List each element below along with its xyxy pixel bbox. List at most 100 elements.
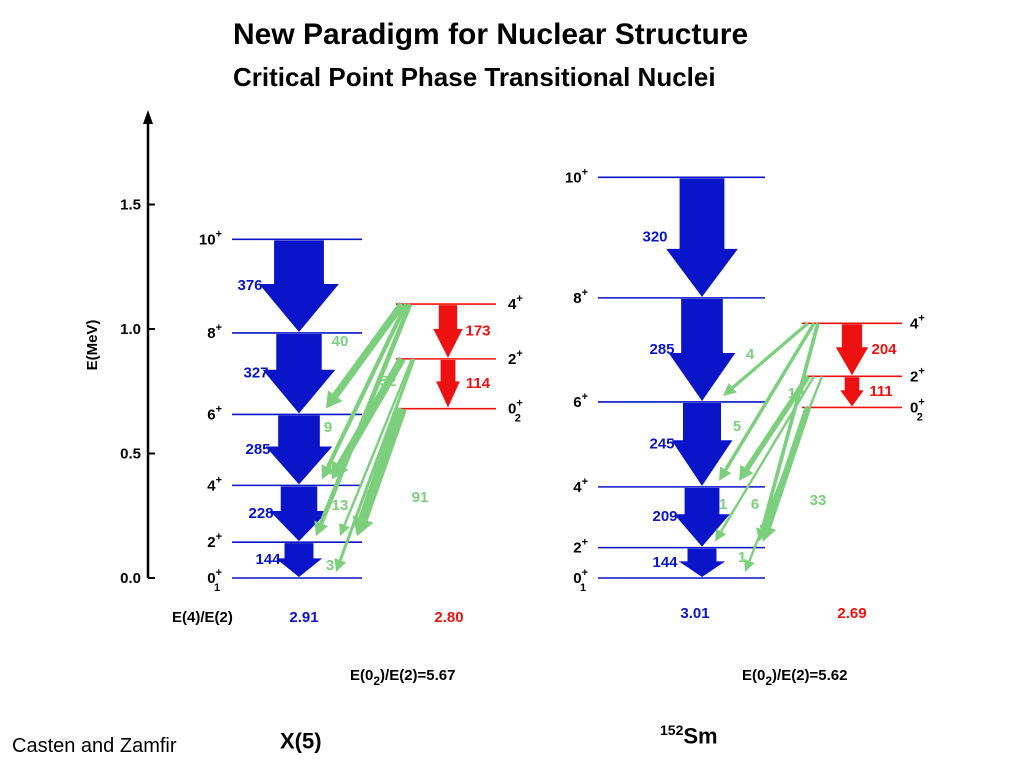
x5-gs-transition-label: 327 [243, 365, 268, 382]
x5-exc-transition-arrow [433, 305, 463, 358]
sm152-interband-arrow [744, 375, 824, 572]
axis-tick-label: 1.0 [120, 321, 141, 338]
x5-interband-arrow-shaft [318, 303, 413, 525]
x5-interband-arrow-shaft [338, 358, 416, 561]
sm152-interband-arrow-head [739, 464, 754, 481]
sm152-interband-arrow-shaft [748, 375, 824, 562]
sm152-ratio-exc: 2.69 [837, 605, 866, 622]
energy-axis-label: E(MeV) [84, 320, 101, 371]
sm152-interband-label: 6 [751, 496, 759, 513]
x5-interband-arrow-head [321, 464, 335, 480]
axis-tick-label: 1.5 [120, 197, 141, 214]
sm152-gs-transition-arrow [668, 298, 736, 401]
sm152-exc-transition-label: 111 [869, 383, 892, 400]
sm152-gs-spin-label-8: 8+ [573, 287, 588, 307]
x5-exc-spin-label-4: 4+ [508, 293, 523, 313]
x5-interband-arrow [326, 301, 405, 409]
x5-gs-transition-arrow [265, 415, 333, 485]
x5-interband-label: 3 [326, 557, 334, 574]
axis-tick-label: 0.0 [120, 570, 141, 587]
x5-interband-arrow-shaft [343, 358, 414, 526]
sm152-exc-transition-label: 204 [871, 341, 897, 358]
sm152-e02-ratio: E(02)/E(2)=5.62 [742, 667, 848, 688]
x5-gs-transition-arrow [259, 240, 339, 332]
x5-gs-transition-label: 144 [255, 551, 281, 568]
credit-text: Casten and Zamfir [12, 735, 177, 757]
x5-e02-ratio: E(02)/E(2)=5.67 [350, 667, 456, 688]
panel-label-x5-main: X(5) [280, 728, 322, 754]
x5-gs-transition-label: 285 [245, 441, 270, 458]
sm152-ratio-gs: 3.01 [680, 605, 709, 622]
x5-exc-transition-label: 114 [466, 375, 491, 392]
sm152-interband-arrow-shaft [760, 322, 820, 530]
x5-interband-arrow-head [339, 522, 350, 537]
x5-interband-arrow-shaft [325, 303, 408, 469]
x5-gs-transition-label: 376 [237, 277, 262, 294]
x5-gs-transition-label: 228 [248, 505, 273, 522]
x5-interband-arrow [314, 303, 413, 537]
sm152-gs-spin-label-6: 6+ [573, 391, 588, 411]
x5-interband-label: 52 [380, 373, 397, 390]
x5-interband-label: 40 [332, 333, 349, 350]
x5-interband-arrow [339, 358, 414, 537]
x5-interband-arrow [352, 407, 407, 537]
x5-exc-transition-arrow [436, 359, 460, 408]
slide-title: New Paradigm for Nuclear Structure [233, 18, 749, 51]
slide-subtitle: Critical Point Phase Transitional Nuclei [233, 62, 716, 92]
x5-interband-arrow [321, 303, 408, 480]
sm152-interband-arrow-head [744, 558, 755, 572]
x5-interband-arrow-shaft [358, 407, 407, 521]
ratio-label: E(4)/E(2) [172, 609, 233, 626]
panel-label-x5: X(5) [280, 727, 322, 754]
x5-gs-transition-arrow [262, 333, 336, 414]
x5-gs-transition-arrow [275, 543, 323, 577]
x5-interband-arrow-head [352, 515, 374, 537]
x5-gs-spin-label-10: 10+ [199, 228, 222, 248]
panel-label-sm152-main: Sm [683, 723, 718, 749]
sm152-gs-transition-label: 320 [642, 229, 667, 246]
sm152-interband-arrow-head [715, 528, 726, 542]
sm152-interband-arrow [723, 322, 810, 396]
x5-gs-spin-label-8: 8+ [207, 322, 222, 342]
sm152-exc-transition-arrow [840, 377, 864, 407]
x5-interband-label: 1 [326, 461, 334, 478]
x5-interband-label: 9 [324, 419, 332, 436]
sm152-gs-transition-label: 245 [649, 435, 674, 452]
x5-interband-arrow-head [314, 520, 328, 537]
sm152-interband-label: 1 [719, 496, 727, 513]
x5-interband-label: 91 [412, 489, 429, 506]
x5-ratio-gs: 2.91 [289, 609, 318, 626]
x5-interband-label: 13 [332, 497, 349, 514]
sm152-gs-transition-label: 144 [652, 554, 678, 571]
sm152-gs-transition-arrow [666, 178, 738, 297]
sm152-gs-transition-label: 285 [649, 341, 674, 358]
sm152-interband-label: 4 [746, 346, 755, 363]
sm152-exc-transition-arrow [835, 324, 869, 376]
sm152-interband-arrow-head [723, 382, 737, 396]
sm152-gs-spin-label-0: 0+ 1 [573, 567, 588, 594]
x5-interband-arrow-head [326, 390, 343, 409]
sm152-interband-arrow [719, 322, 816, 481]
x5-gs-spin-label-0: 0+ 1 [207, 567, 222, 594]
x5-gs-spin-label-4: 4+ [207, 474, 222, 494]
energy-axis-arrowhead [143, 110, 153, 124]
sm152-gs-spin-label-2: 2+ [573, 537, 588, 557]
sm152-gs-transition-arrow [678, 548, 726, 577]
sm152-interband-arrow-head [719, 466, 732, 481]
sm152-exc-spin-label-2: 2+ [910, 365, 925, 385]
sm152-interband-label: 1 [738, 549, 746, 566]
sm152-interband-label: 5 [733, 418, 741, 435]
sm152-gs-transition-label: 209 [652, 508, 677, 525]
x5-interband-arrow-head [334, 558, 347, 572]
x5-gs-spin-label-6: 6+ [207, 403, 222, 423]
sm152-interband-arrow-head [759, 524, 777, 542]
axis-tick-label: 0.5 [120, 446, 141, 463]
sm152-interband-label: 33 [810, 492, 827, 509]
x5-ratio-exc: 2.80 [434, 609, 463, 626]
sm152-exc-spin-label-0: 0+ 2 [910, 396, 925, 423]
sm152-interband-arrow-shaft [731, 322, 810, 389]
x5-exc-spin-label-2: 2+ [508, 348, 523, 368]
x5-exc-spin-label-0: 0+ 2 [508, 398, 523, 425]
panel-label-sm152-prefix: 152 [660, 722, 684, 738]
